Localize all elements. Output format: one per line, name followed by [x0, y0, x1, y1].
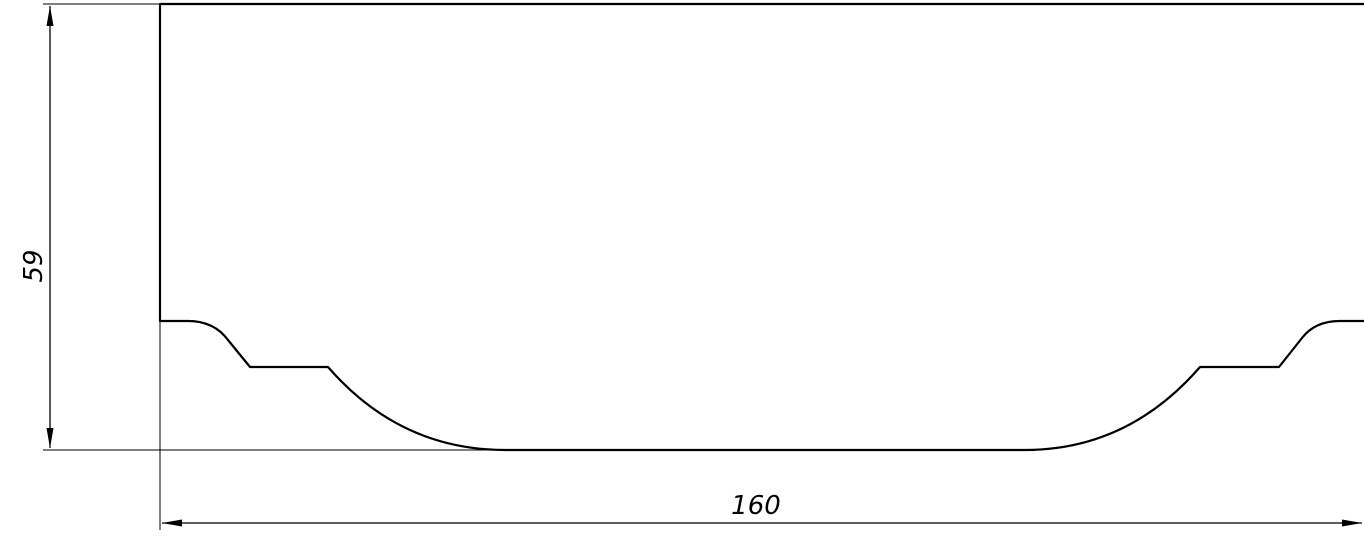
width-dimension-label: 160	[731, 491, 781, 521]
height-dimension-label: 59	[19, 249, 49, 282]
profile-outline	[158, 2, 1364, 452]
